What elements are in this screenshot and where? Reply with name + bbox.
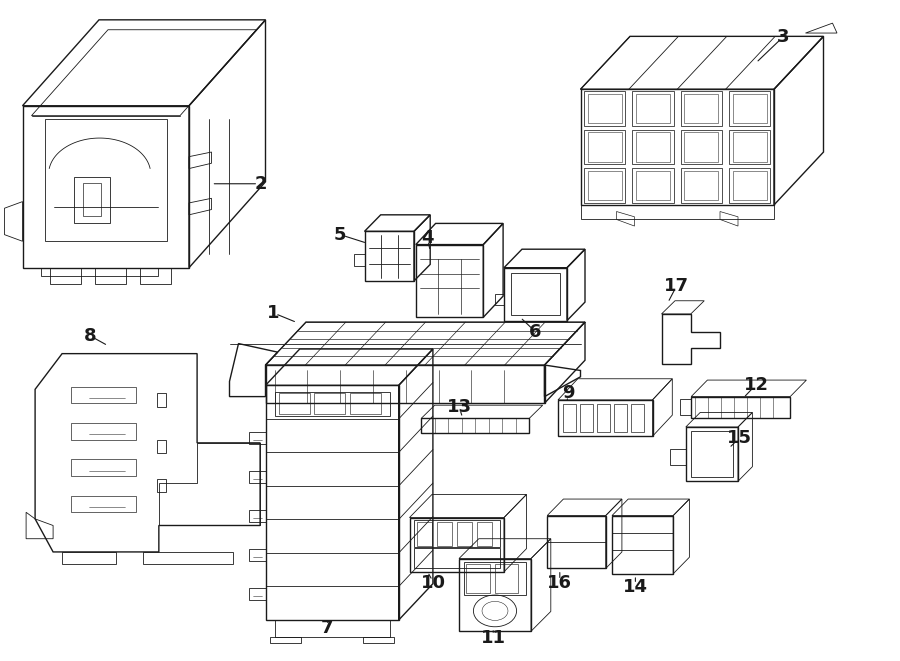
Bar xyxy=(562,404,576,432)
Bar xyxy=(350,393,381,414)
Bar xyxy=(354,254,364,266)
Bar xyxy=(729,130,770,165)
Bar xyxy=(140,268,171,284)
Bar xyxy=(729,169,770,203)
Bar xyxy=(633,91,673,126)
Bar xyxy=(314,393,346,414)
Text: 1: 1 xyxy=(266,303,279,322)
Text: 2: 2 xyxy=(255,175,267,193)
Text: 9: 9 xyxy=(562,384,574,403)
Text: 7: 7 xyxy=(320,619,333,637)
Bar xyxy=(636,171,670,200)
Bar xyxy=(733,132,767,162)
Text: 17: 17 xyxy=(664,276,689,295)
Text: 14: 14 xyxy=(623,578,648,596)
Bar xyxy=(733,171,767,200)
Text: 11: 11 xyxy=(481,629,506,647)
Bar xyxy=(636,94,670,123)
Text: 12: 12 xyxy=(743,375,769,394)
Bar xyxy=(464,562,526,595)
Bar xyxy=(588,132,622,162)
Bar xyxy=(631,404,644,432)
Bar xyxy=(681,169,722,203)
Text: 6: 6 xyxy=(529,323,542,341)
Bar xyxy=(633,169,673,203)
Bar xyxy=(94,268,126,284)
Text: 4: 4 xyxy=(421,229,434,247)
Bar xyxy=(580,404,593,432)
Bar xyxy=(414,520,500,547)
Bar xyxy=(74,176,110,223)
Text: 5: 5 xyxy=(334,225,346,244)
Bar xyxy=(436,522,453,546)
Bar xyxy=(636,132,670,162)
Bar xyxy=(588,171,622,200)
Text: 15: 15 xyxy=(727,428,752,447)
Bar xyxy=(495,564,518,594)
Bar xyxy=(733,94,767,123)
Bar xyxy=(681,91,722,126)
Bar xyxy=(685,171,718,200)
Bar xyxy=(466,564,490,594)
Bar xyxy=(729,91,770,126)
Text: 8: 8 xyxy=(84,327,96,345)
Bar xyxy=(685,132,718,162)
Bar xyxy=(584,130,626,165)
Bar xyxy=(614,404,627,432)
Text: 16: 16 xyxy=(547,574,572,592)
Bar xyxy=(511,273,560,315)
Bar xyxy=(45,119,166,241)
Text: 13: 13 xyxy=(446,397,472,416)
Bar xyxy=(681,130,722,165)
Bar xyxy=(584,91,626,126)
Bar xyxy=(588,94,622,123)
Bar xyxy=(457,522,472,546)
Bar xyxy=(279,393,310,414)
Bar xyxy=(633,130,673,165)
Bar xyxy=(495,294,504,305)
Bar xyxy=(83,183,101,216)
Text: 3: 3 xyxy=(777,28,789,46)
Bar xyxy=(274,392,390,416)
Bar xyxy=(477,522,492,546)
Bar xyxy=(50,268,81,284)
Bar xyxy=(414,548,500,568)
Bar xyxy=(597,404,610,432)
Bar xyxy=(584,169,626,203)
Bar xyxy=(685,94,718,123)
Bar xyxy=(691,431,733,477)
Text: 10: 10 xyxy=(421,574,446,592)
Bar xyxy=(417,522,432,546)
